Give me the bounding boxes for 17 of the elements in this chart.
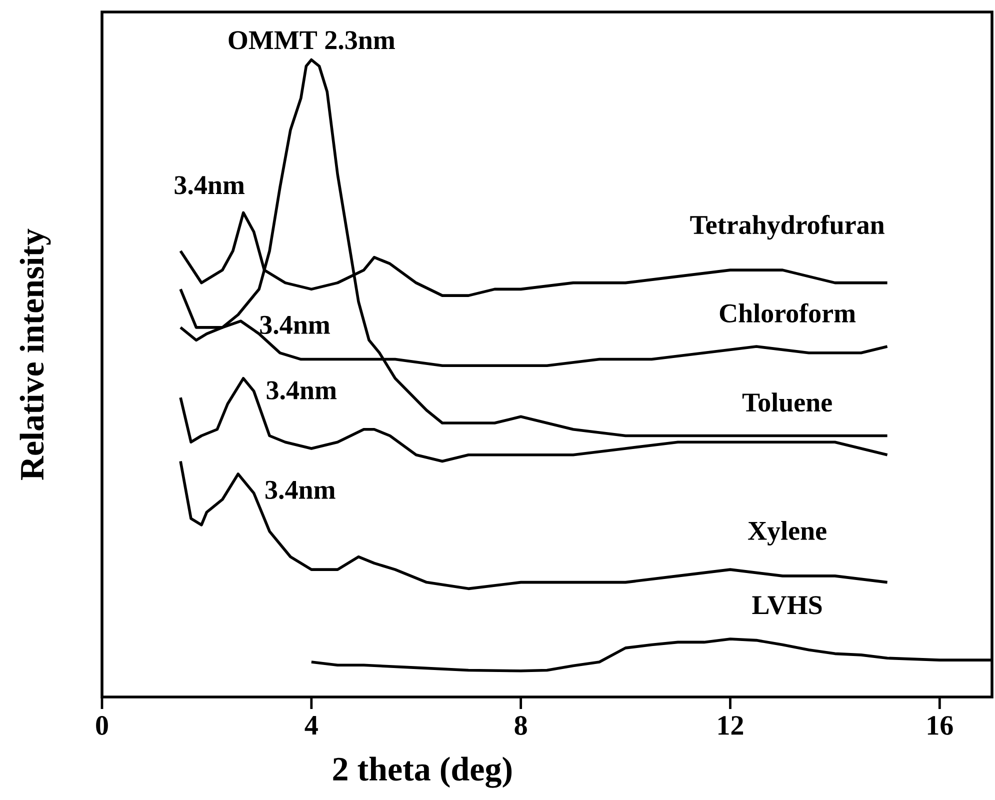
annotation: 3.4nm: [266, 480, 336, 500]
y-axis-title: Relative intensity: [20, 228, 51, 480]
series-label: Toluene: [742, 392, 832, 412]
x-tick-label: 0: [96, 716, 108, 735]
series-label: Chloroform: [720, 303, 856, 322]
x-tick-label: 16: [928, 716, 953, 735]
x-tick-label: 8: [514, 716, 527, 735]
x-axis-title: 2 theta (deg): [333, 756, 512, 788]
annotation: 3.4nm: [174, 176, 245, 194]
annotation: 3.4nm: [260, 316, 330, 334]
series-label: Tetrahydrofuran: [690, 214, 884, 240]
series-label: LVHS: [752, 596, 822, 614]
series-label: Xylene: [748, 520, 826, 546]
x-tick-label: 4: [304, 716, 318, 734]
annotation: 3.4nm: [266, 381, 337, 400]
annotation: OMMT 2.3nm: [228, 31, 395, 50]
x-tick-label: 12: [718, 716, 744, 735]
